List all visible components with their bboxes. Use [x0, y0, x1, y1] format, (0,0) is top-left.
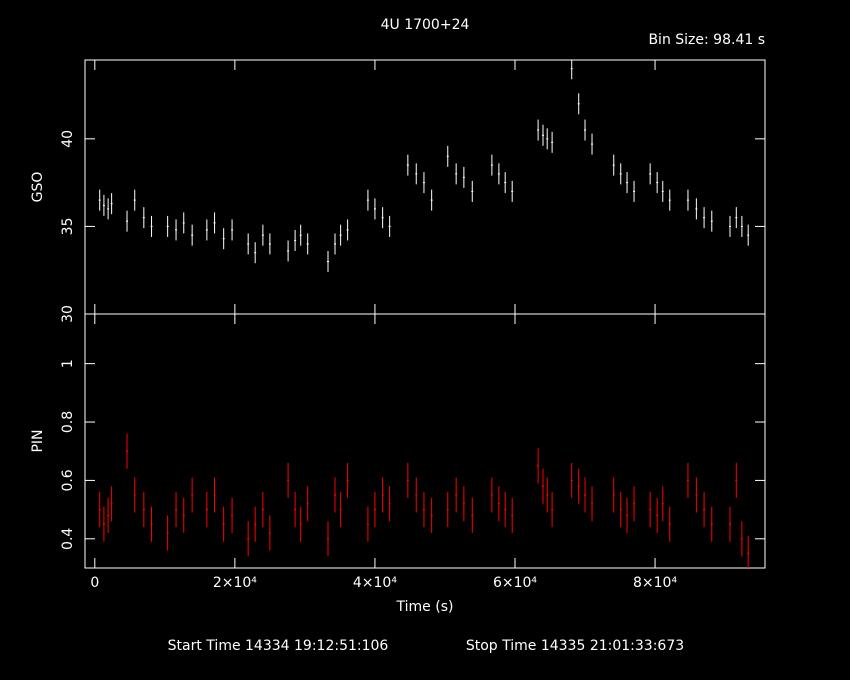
bin-size: Bin Size: 98.41 s: [648, 32, 765, 48]
x-tick-label: 4×10⁴: [353, 575, 397, 591]
x-tick-label: 8×10⁴: [633, 575, 677, 591]
y-tick-label: 0.6: [60, 469, 76, 491]
start-time: Start Time 14334 19:12:51:106: [168, 638, 389, 654]
bottom-frame: [84, 313, 766, 569]
x-tick-label: 6×10⁴: [493, 575, 537, 591]
y-tick-label: 30: [60, 305, 76, 323]
y-axis-label: PIN: [30, 429, 46, 452]
y-tick-label: 0.8: [60, 411, 76, 433]
y-tick-label: 35: [60, 217, 76, 235]
x-tick-label: 0: [90, 575, 99, 591]
y-tick-label: 0.4: [60, 528, 76, 550]
y-tick-label: 40: [60, 130, 76, 148]
x-axis-label: Time (s): [396, 599, 454, 615]
x-tick-label: 2×10⁴: [213, 575, 257, 591]
chart-title: 4U 1700+24: [381, 17, 470, 33]
y-axis-label: GSO: [30, 172, 46, 203]
stop-time: Stop Time 14335 21:01:33:673: [466, 638, 684, 654]
y-tick-label: 1: [60, 359, 76, 368]
